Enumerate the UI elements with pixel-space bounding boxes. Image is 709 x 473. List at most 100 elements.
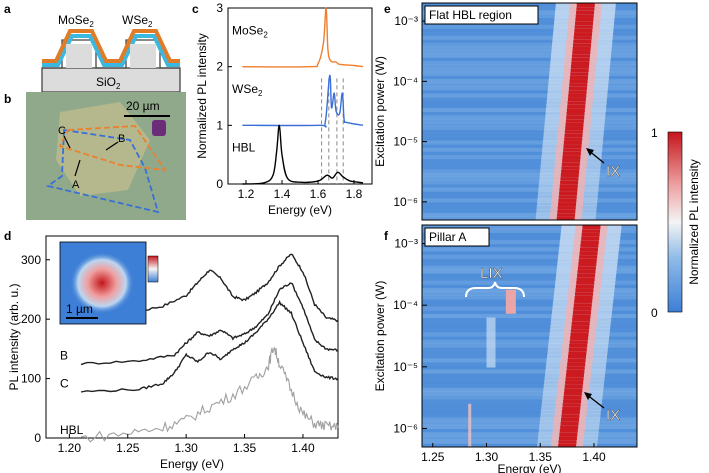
peak-row [556,216,575,220]
peak-row [573,35,592,40]
noise-row [422,201,637,207]
plot-frame [45,235,339,439]
noise-row [422,398,637,404]
peak-row [559,428,578,433]
noise-row [422,60,637,65]
noise-row [422,310,637,315]
noise-row [422,172,637,178]
noise-row [422,158,637,163]
noise-row [422,417,637,422]
peak-row [570,68,589,73]
peak-row [565,380,584,385]
y-axis-label: Normalized PL intensity [195,33,209,159]
xtick-label-1.25: 1.25 [116,441,140,455]
peak-row [561,165,580,170]
noise-row [422,328,637,333]
svg-text:WSe2: WSe2 [122,13,153,29]
noise-row [422,280,637,285]
peak-row [562,154,581,160]
heatmap-image [422,3,637,220]
noise-row [422,205,637,210]
substrate [41,67,181,93]
peak-row [560,176,579,181]
noise-row [422,86,637,91]
flake-region [56,102,150,196]
panel-letter-d: d [4,229,11,243]
peak-row [574,299,593,304]
peak-row [574,295,593,300]
noise-row [422,82,637,87]
lix-glow [486,317,496,368]
noise-row [422,46,637,51]
peak-row [571,324,590,330]
noise-row [422,276,637,281]
xtick-label-1.35: 1.35 [529,450,553,464]
peak-row [574,31,593,37]
noise-row [422,361,637,367]
x-axis-label: Energy (eV) [160,457,224,471]
plot-frame [421,2,638,221]
peak-row [558,443,577,447]
peak-row [581,236,600,241]
peak-row [563,398,582,404]
noise-row [422,71,637,76]
peak-row [571,53,590,58]
label-text-HBL: HBL [232,141,256,155]
panel-f-heatmap: 10⁻⁶ 10⁻⁵ 10⁻⁴ 10⁻³ 1.25 1.30 1.35 1.40 Energy (… [373,224,638,473]
colorbar: 1 0 Normalized PL intensity [651,126,701,320]
peak-row [570,336,589,341]
xtick-label-1.4: 1.4 [274,187,291,201]
peak-row [564,136,583,141]
noise-row [422,75,637,80]
x-axis-label: Energy (eV) [497,462,561,473]
title-text: Flat HBL region [429,8,512,22]
label-c: C [58,125,66,137]
scale-bar-label: 20 µm [126,99,160,113]
series-label-MoSe2: MoSe2 [232,23,268,39]
peak-row [558,194,577,199]
plot-frame [421,224,638,448]
plot-frame [227,7,373,185]
ytick-label-200: 200 [21,312,41,326]
peak-row [571,321,590,326]
peak-row [579,250,598,256]
peak-row [567,104,586,109]
ytick-label-300: 300 [21,253,41,267]
label-a: A [72,179,80,191]
peak-row [566,107,585,112]
peak-row [568,350,587,355]
xtick-label-1.6: 1.6 [310,187,327,201]
peak-row [567,361,586,367]
noise-row [422,212,637,217]
peak-row [573,42,592,47]
peak-row [579,247,598,252]
noise-row [422,413,637,418]
noise-row [422,284,637,289]
peak-row [570,71,589,76]
peak-row [563,395,582,400]
peak-row [575,13,594,18]
label-wse2: WSe [122,13,148,27]
peak-row [566,115,585,120]
noise-row [422,295,637,300]
ytick-label-3: 10⁻³ [394,14,418,28]
peak-row [559,183,578,188]
colorbar-min: 0 [651,306,658,320]
noise-row [422,78,637,84]
noise-row [422,369,637,374]
ytick-label-0: 0 [216,177,223,191]
noise-row [422,313,637,318]
noise-row [422,31,637,37]
xtick-label-1.20: 1.20 [58,441,82,455]
lix-brace [465,281,525,298]
inset-map-spot [70,252,134,314]
noise-row [422,198,637,203]
noise-row [422,410,637,415]
peak-row [559,191,578,196]
peak-row [565,376,584,381]
svg-text:SiO2: SiO2 [96,75,121,91]
peak-row [569,78,588,84]
peak-row [576,10,595,15]
noise-row [422,125,637,131]
